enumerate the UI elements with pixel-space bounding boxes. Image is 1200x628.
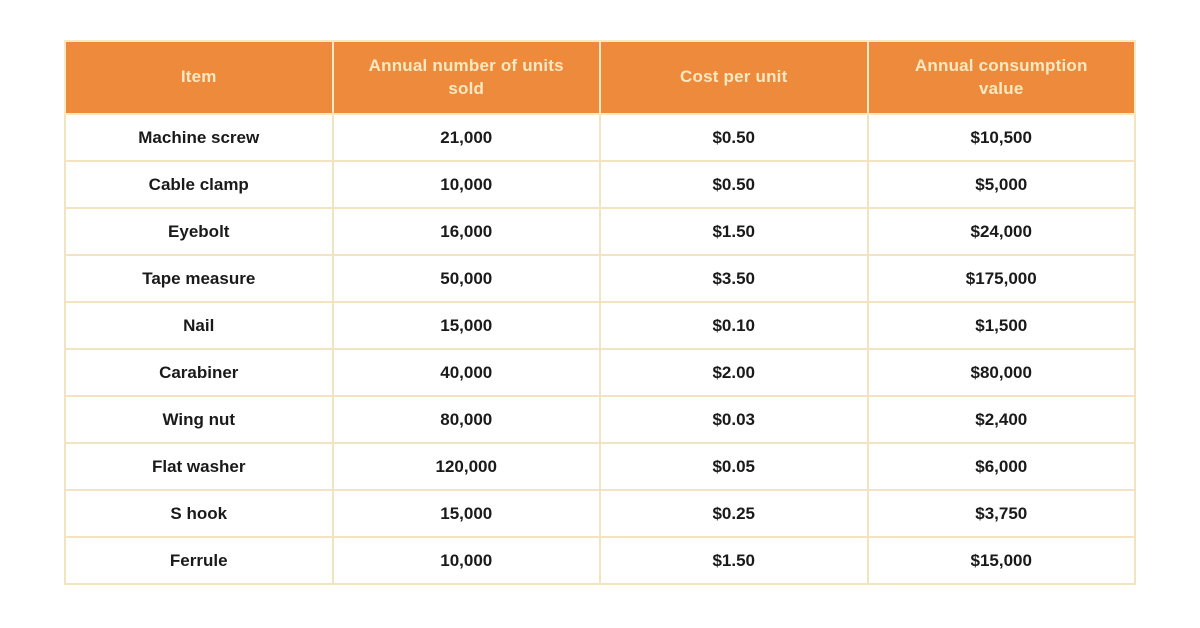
cell-cost-per-unit: $0.05 [599, 442, 869, 491]
cell-annual-units-sold: 10,000 [331, 160, 601, 209]
cell-annual-units-sold: 15,000 [331, 301, 601, 350]
column-header-annual-units-sold: Annual number of units sold [331, 40, 601, 115]
cell-annual-consumption-value: $1,500 [866, 301, 1136, 350]
cell-annual-consumption-value: $175,000 [866, 254, 1136, 303]
table-row: Eyebolt 16,000 $1.50 $24,000 [64, 207, 1136, 256]
cell-cost-per-unit: $0.10 [599, 301, 869, 350]
cell-item: Tape measure [64, 254, 334, 303]
column-header-annual-consumption-value: Annual consumption value [866, 40, 1136, 115]
cell-annual-units-sold: 21,000 [331, 113, 601, 162]
cell-annual-units-sold: 120,000 [331, 442, 601, 491]
table-row: Ferrule 10,000 $1.50 $15,000 [64, 536, 1136, 585]
cell-annual-consumption-value: $2,400 [866, 395, 1136, 444]
cell-item: S hook [64, 489, 334, 538]
cell-cost-per-unit: $0.50 [599, 160, 869, 209]
cell-annual-consumption-value: $80,000 [866, 348, 1136, 397]
cell-annual-units-sold: 10,000 [331, 536, 601, 585]
cell-item: Machine screw [64, 113, 334, 162]
inventory-table: Item Annual number of units sold Cost pe… [64, 40, 1136, 585]
inventory-table-container: Item Annual number of units sold Cost pe… [64, 40, 1136, 585]
table-row: Flat washer 120,000 $0.05 $6,000 [64, 442, 1136, 491]
cell-annual-consumption-value: $15,000 [866, 536, 1136, 585]
cell-annual-consumption-value: $5,000 [866, 160, 1136, 209]
table-row: Wing nut 80,000 $0.03 $2,400 [64, 395, 1136, 444]
column-header-item: Item [64, 40, 334, 115]
cell-cost-per-unit: $0.50 [599, 113, 869, 162]
cell-annual-units-sold: 40,000 [331, 348, 601, 397]
cell-annual-consumption-value: $6,000 [866, 442, 1136, 491]
column-header-cost-per-unit: Cost per unit [599, 40, 869, 115]
table-body: Machine screw 21,000 $0.50 $10,500 Cable… [64, 113, 1136, 585]
cell-annual-units-sold: 50,000 [331, 254, 601, 303]
cell-item: Nail [64, 301, 334, 350]
cell-item: Eyebolt [64, 207, 334, 256]
cell-annual-units-sold: 15,000 [331, 489, 601, 538]
cell-cost-per-unit: $1.50 [599, 207, 869, 256]
table-row: Cable clamp 10,000 $0.50 $5,000 [64, 160, 1136, 209]
cell-item: Carabiner [64, 348, 334, 397]
cell-item: Ferrule [64, 536, 334, 585]
cell-annual-units-sold: 16,000 [331, 207, 601, 256]
cell-cost-per-unit: $1.50 [599, 536, 869, 585]
cell-annual-consumption-value: $10,500 [866, 113, 1136, 162]
table-row: Nail 15,000 $0.10 $1,500 [64, 301, 1136, 350]
cell-item: Flat washer [64, 442, 334, 491]
cell-cost-per-unit: $0.03 [599, 395, 869, 444]
cell-annual-consumption-value: $24,000 [866, 207, 1136, 256]
table-row: Machine screw 21,000 $0.50 $10,500 [64, 113, 1136, 162]
cell-cost-per-unit: $3.50 [599, 254, 869, 303]
cell-annual-units-sold: 80,000 [331, 395, 601, 444]
cell-item: Cable clamp [64, 160, 334, 209]
table-row: Tape measure 50,000 $3.50 $175,000 [64, 254, 1136, 303]
table-row: Carabiner 40,000 $2.00 $80,000 [64, 348, 1136, 397]
table-header: Item Annual number of units sold Cost pe… [64, 40, 1136, 115]
cell-cost-per-unit: $0.25 [599, 489, 869, 538]
cell-annual-consumption-value: $3,750 [866, 489, 1136, 538]
cell-item: Wing nut [64, 395, 334, 444]
table-row: S hook 15,000 $0.25 $3,750 [64, 489, 1136, 538]
header-row: Item Annual number of units sold Cost pe… [64, 40, 1136, 115]
cell-cost-per-unit: $2.00 [599, 348, 869, 397]
